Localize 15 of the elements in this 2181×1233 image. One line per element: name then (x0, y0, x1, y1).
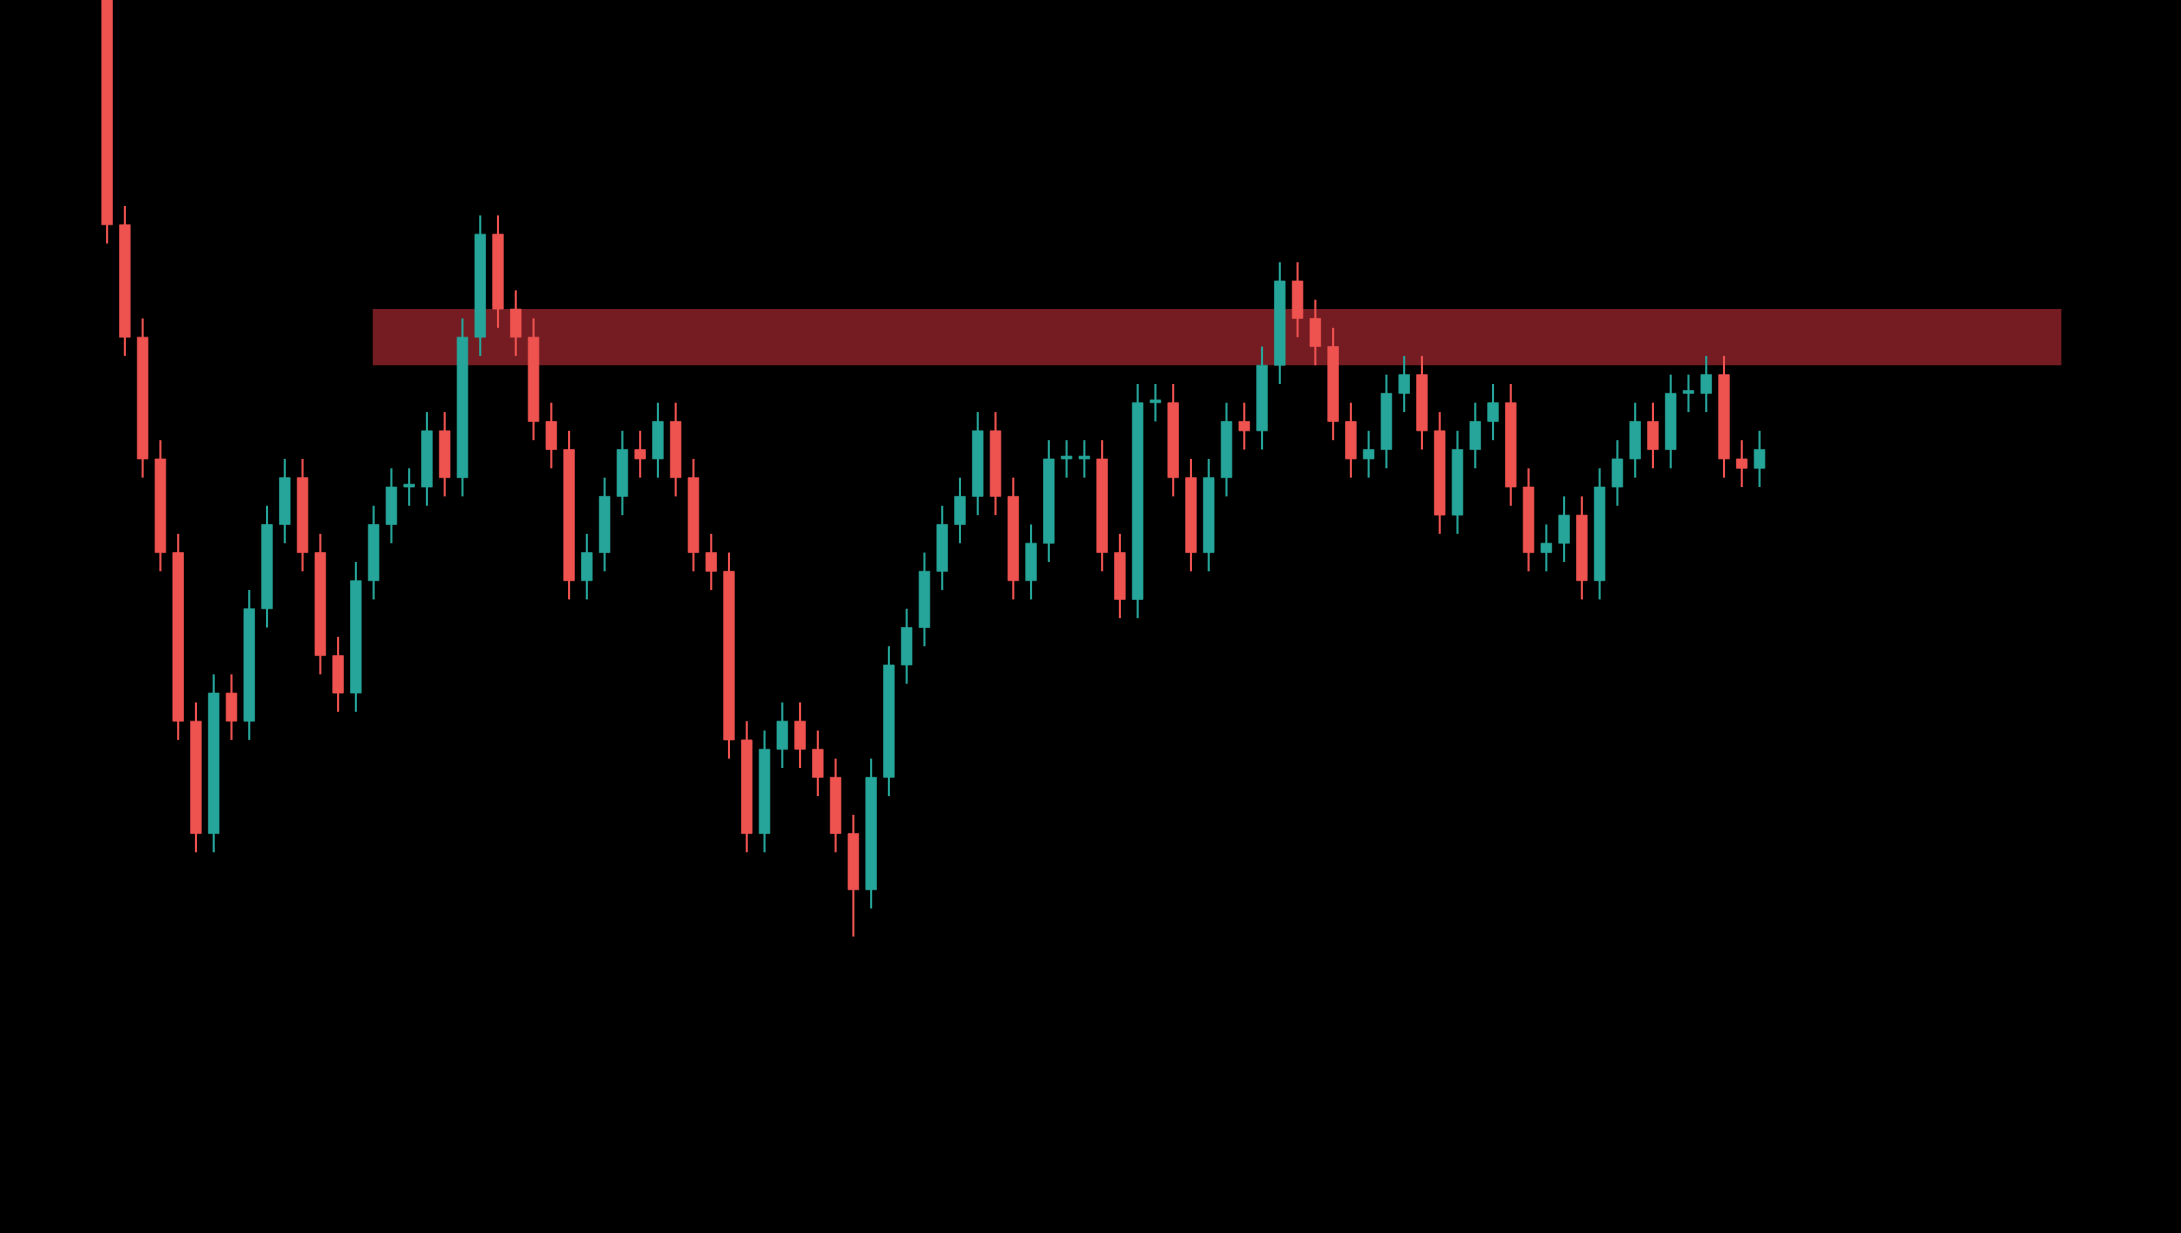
candlestick (1736, 439, 1748, 489)
candlestick (634, 429, 646, 479)
candlestick (403, 467, 415, 507)
candlestick (1060, 439, 1073, 479)
candlestick (1238, 401, 1250, 451)
candlestick (1540, 523, 1553, 573)
candlestick (1362, 429, 1375, 479)
candlestick (1487, 382, 1499, 442)
candlestick (1398, 354, 1410, 414)
candlestick (1682, 373, 1695, 414)
candlestick (1078, 439, 1091, 479)
candlestick (1700, 354, 1712, 414)
candlestick (1149, 382, 1162, 423)
candlestick (705, 532, 717, 592)
candlestick (1753, 429, 1766, 489)
